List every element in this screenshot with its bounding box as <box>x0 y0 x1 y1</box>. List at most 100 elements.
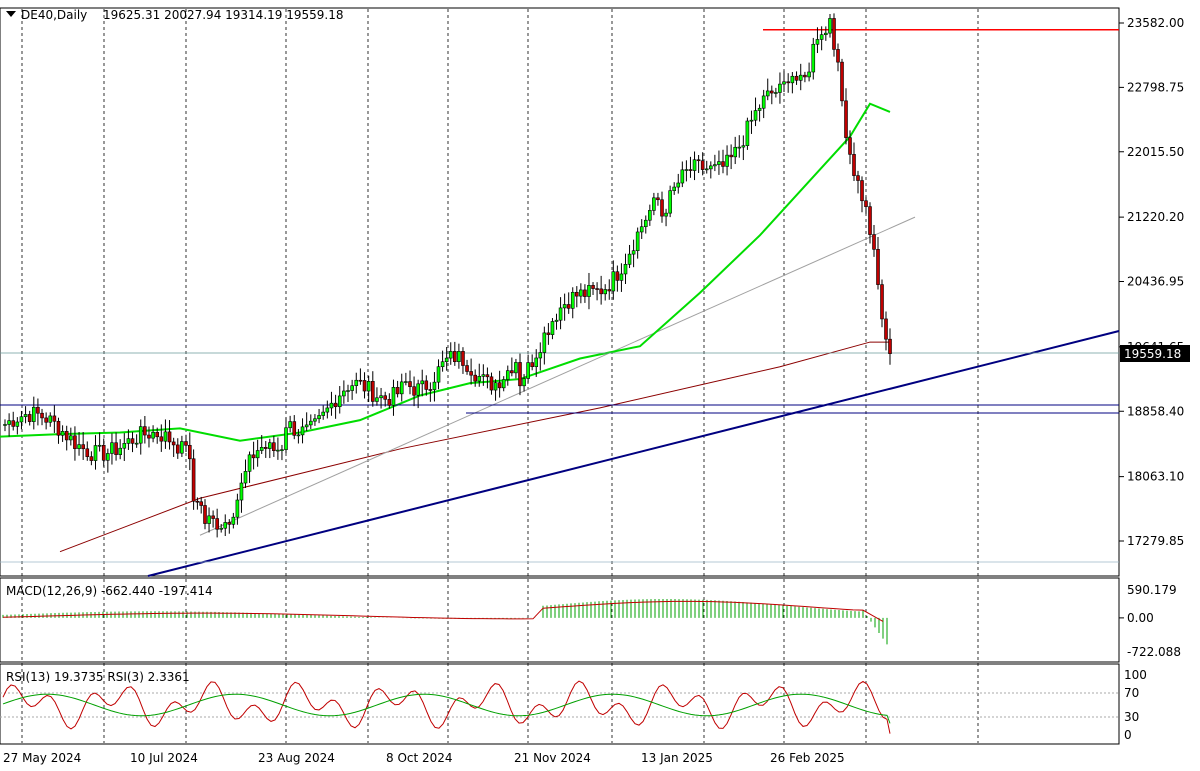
candle-body <box>708 165 713 170</box>
candle-body <box>530 362 534 367</box>
candle-body <box>44 417 48 423</box>
candle-body <box>138 426 143 444</box>
candle-body <box>143 426 147 436</box>
dropdown-triangle-icon[interactable] <box>6 11 16 17</box>
candle-body <box>635 231 640 252</box>
candle-body <box>599 288 603 295</box>
candle-body <box>110 442 114 454</box>
candle-body <box>741 145 746 148</box>
ma-slow-line <box>59 341 890 553</box>
price-tick-label: 21220.20 <box>1127 210 1184 224</box>
candle-body <box>765 90 770 97</box>
candle-body <box>872 234 876 250</box>
macd-label: MACD(12,26,9) -662.440 -197.414 <box>6 584 213 598</box>
ma-thin-line <box>199 216 916 536</box>
trendline <box>147 330 1120 577</box>
candle-body <box>448 351 453 359</box>
candle-body <box>313 418 317 422</box>
candle-body <box>489 376 494 391</box>
candle-body <box>652 197 656 211</box>
candle-body <box>745 120 750 146</box>
candle-body <box>180 441 184 454</box>
candle-body <box>227 522 232 525</box>
candle-body <box>611 271 616 292</box>
price-tick-label: 20436.95 <box>1127 275 1184 289</box>
candle-body <box>358 379 363 382</box>
current-price-box <box>1120 345 1190 362</box>
candle-body <box>803 74 807 78</box>
candle-body <box>473 374 477 382</box>
candle-body <box>408 381 412 388</box>
candle-body <box>570 291 575 309</box>
candle-body <box>243 471 248 484</box>
candle-body <box>538 352 543 359</box>
candle-body <box>534 357 539 367</box>
candle-body <box>3 424 7 426</box>
candle-body <box>308 420 313 426</box>
candle-body <box>130 438 135 444</box>
candle-body <box>93 445 98 461</box>
candle-body <box>603 289 608 295</box>
candle-body <box>284 427 288 450</box>
candle-body <box>648 210 652 221</box>
candle-body <box>126 438 131 444</box>
candle-body <box>188 445 192 460</box>
price-tick-label: 17279.85 <box>1127 534 1184 548</box>
candle-body <box>366 381 371 392</box>
candle-body <box>155 432 160 438</box>
candle-body <box>36 406 40 414</box>
current-price-label: 19559.18 <box>1124 347 1181 361</box>
price-tick-label: 18858.40 <box>1127 404 1184 418</box>
candle-body <box>782 81 786 85</box>
candle-body <box>713 164 717 167</box>
candle-body <box>481 374 486 377</box>
candle-body <box>239 482 244 501</box>
candle-body <box>860 180 864 202</box>
rsi-tick-label: 100 <box>1124 668 1147 682</box>
price-tick-label: 22015.50 <box>1127 145 1184 159</box>
candle-body <box>668 190 672 214</box>
candle-body <box>255 450 260 459</box>
candle-body <box>387 399 392 406</box>
candle-body <box>337 395 342 408</box>
candle-body <box>790 75 795 84</box>
candle-body <box>623 264 628 275</box>
candle-body <box>211 515 215 519</box>
candle-body <box>844 100 848 138</box>
candle-body <box>672 186 677 191</box>
candle-body <box>676 182 681 188</box>
candle-body <box>692 159 697 171</box>
candle-body <box>391 387 396 406</box>
candle-body <box>167 431 172 443</box>
candle-body <box>595 288 599 290</box>
candle-body <box>27 414 32 422</box>
candle-body <box>757 107 762 111</box>
candle-body <box>203 505 207 524</box>
candle-body <box>465 365 469 372</box>
candle-body <box>350 385 354 391</box>
candle-body <box>89 456 94 461</box>
candle-body <box>811 43 816 73</box>
macd-tick-label: 590.179 <box>1127 583 1177 597</box>
candle-body <box>395 387 400 395</box>
rsi3-line <box>2 680 891 734</box>
candle-body <box>562 304 567 309</box>
candle-body <box>884 318 888 340</box>
candle-body <box>97 444 102 447</box>
candle-body <box>444 357 449 363</box>
candle-body <box>40 412 44 419</box>
rsi-label: RSI(13) 19.3735 RSI(3) 2.3361 <box>6 670 190 684</box>
candle-body <box>643 219 648 228</box>
rsi-axis: 100 70 30 0 <box>1124 668 1147 742</box>
candle-body <box>292 421 297 436</box>
candle-body <box>106 453 110 461</box>
candle-body <box>300 426 305 436</box>
rsi-tick-label: 30 <box>1124 710 1139 724</box>
time-tick-label: 10 Jul 2024 <box>130 751 198 765</box>
candle-body <box>171 441 176 446</box>
candle-body <box>383 395 388 400</box>
candle-body <box>680 169 685 184</box>
candle-body <box>696 159 701 162</box>
candle-body <box>501 379 506 389</box>
